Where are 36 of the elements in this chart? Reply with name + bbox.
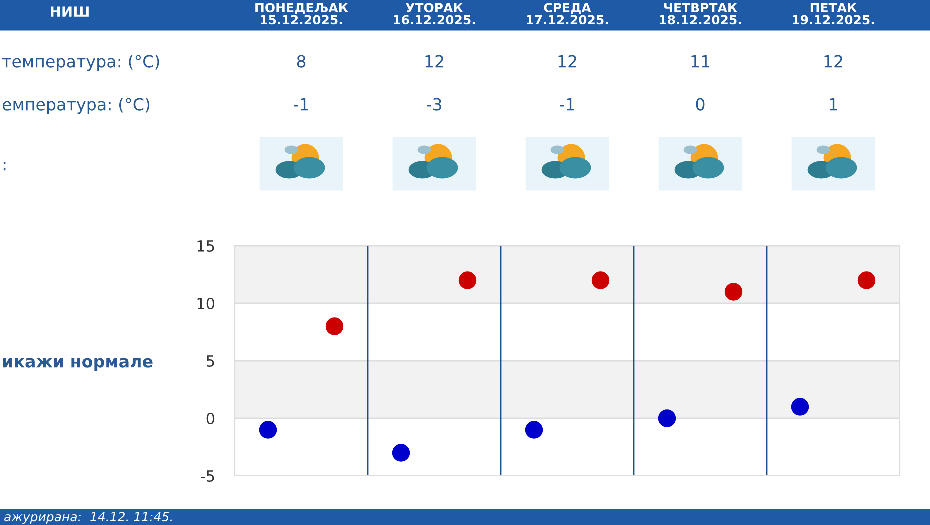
text: ажурирана: 14.12. 11:45.: [4, 512, 172, 524]
text: температура: (°C): [2, 54, 160, 72]
data-label: -1: [294, 98, 308, 111]
y-tick-label: 15: [198, 240, 214, 252]
point: [458, 272, 477, 290]
point: [658, 410, 676, 428]
point: [525, 421, 544, 439]
data-label: 12: [824, 55, 842, 68]
text: икажи нормале: [3, 358, 153, 372]
text: НИШ: [51, 6, 89, 17]
text: :: [4, 162, 6, 171]
point: [858, 272, 876, 290]
point: [326, 318, 344, 336]
y-tick-label: -5: [201, 470, 214, 482]
data-label: 12: [558, 55, 576, 68]
point: [724, 283, 743, 301]
text: емпература: (°C): [2, 98, 150, 114]
data-label: 8: [297, 55, 306, 68]
y-tick-label: 10: [198, 298, 215, 310]
category-label: ЧЕТВРТАК 18.12.2025.: [660, 3, 742, 25]
category-label: УТОРАК 16.12.2025.: [394, 3, 476, 25]
point: [259, 421, 278, 439]
point: [392, 444, 410, 462]
point: [592, 272, 610, 290]
data-label: 12: [426, 55, 444, 68]
y-tick-label: 0: [206, 412, 215, 425]
data-label: -3: [427, 98, 442, 111]
y-tick-label: 5: [207, 356, 214, 368]
data-label: 11: [692, 55, 710, 68]
data-label: 1: [830, 98, 838, 111]
data-label: 0: [696, 98, 705, 111]
data-label: -1: [560, 98, 574, 111]
category-label: СРЕДА 17.12.2025.: [527, 3, 608, 25]
point: [791, 398, 810, 416]
category-label: ПОНЕДЕЉАК 15.12.2025.: [256, 3, 348, 25]
category-label: ПЕТАК 19.12.2025.: [793, 3, 874, 25]
